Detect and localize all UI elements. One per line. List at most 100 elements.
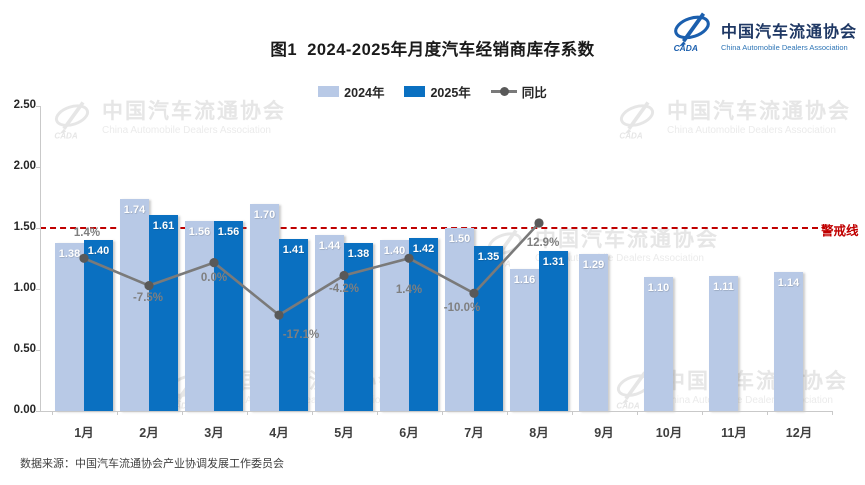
x-category-label: 12月 [785,426,813,440]
legend-item-2024年: 2024年 [318,82,384,101]
x-category-label: 3月 [204,426,224,440]
legend-line-marker-icon [490,86,517,96]
x-tick [571,411,573,415]
bar-label-2025年-4月: 1.41 [282,243,305,256]
bar-label-2025年-7月: 1.35 [477,251,500,264]
yoy-marker-6月 [404,253,414,263]
x-category-label: 10月 [655,426,683,440]
yoy-label-4月: -17.1% [282,329,320,342]
x-axis-line [40,411,832,412]
bar-2024年-1月 [55,242,84,411]
y-tick [36,106,40,107]
x-category-label: 6月 [399,426,419,440]
plot-area: 1.38 1.40 1.74 1.61 1.56 1.56 1.70 1.41 1.44 1.38… [40,106,832,411]
logo-name-en: China Automobile Dealers Association [720,42,848,52]
bar-2024年-12月 [774,271,803,411]
yoy-line [83,222,540,317]
bar-label-2025年-1月: 1.40 [87,245,110,258]
x-category-label: 11月 [721,426,747,440]
legend-swatch-icon [318,85,340,97]
x-tick [311,411,313,415]
yoy-marker-4月 [274,310,284,320]
y-tick-label: 1.50 [13,221,36,233]
x-tick [636,411,638,415]
bar-2024年-9月 [579,253,608,411]
x-tick [766,411,768,415]
bar-label-2024年-11月: 1.11 [713,280,734,293]
y-tick-label: 0.00 [13,404,36,416]
yoy-label-7月: -10.0% [443,302,481,315]
x-category-label: 7月 [464,426,484,440]
x-tick [181,411,183,415]
bar-label-2025年-6月: 1.42 [412,242,435,255]
y-tick [36,167,40,168]
y-tick-label: 0.50 [13,343,36,355]
bar-label-2024年-10月: 1.10 [647,281,670,294]
x-tick [116,411,118,415]
legend-item-2025年: 2025年 [404,82,471,101]
bar-2024年-6月 [380,240,409,411]
legend-item-同比: 同比 [490,82,547,101]
threshold-label: 警戒线 [821,224,859,238]
x-tick [441,411,443,415]
yoy-marker-3月 [209,258,219,268]
bar-label-2024年-2月: 1.74 [123,203,146,216]
x-category-label: 5月 [334,426,354,440]
x-tick [701,411,703,415]
bar-label-2024年-7月: 1.50 [448,233,471,245]
yoy-line-layer [79,218,544,320]
yoy-marker-7月 [469,288,479,298]
x-tick [246,411,248,415]
bar-2024年-11月 [709,275,738,411]
cada-logo-text: 中国汽车流通协会 China Automobile Dealers Associ… [721,18,857,52]
y-tick [36,289,40,290]
data-source-note: 数据来源：中国汽车流通协会产业协调发展工作委员会 [20,458,284,470]
y-tick [36,411,40,412]
x-tick [51,411,53,415]
bar-2024年-7月 [445,228,474,411]
bar-2025年-7月 [474,246,503,411]
yoy-label-1月: 1.4% [73,227,101,240]
bar-label-2024年-5月: 1.44 [318,240,341,253]
y-axis-line [40,106,41,411]
cada-logo: CADA 中国汽车流通协会 China Automobile Dealers A… [669,10,857,59]
y-tick-label: 2.50 [13,99,36,111]
yoy-label-2月: -7.5% [132,291,164,304]
bar-label-2024年-6月: 1.40 [383,245,406,258]
yoy-label-3月: 0.0% [200,271,228,284]
threshold-line [40,227,818,229]
yoy-marker-5月 [339,270,349,281]
bar-label-2024年-1月: 1.38 [58,247,81,260]
x-category-label: 2月 [139,426,159,440]
bar-label-2024年-8月: 1.16 [513,274,536,287]
legend-label: 2024年 [344,85,385,100]
bar-2024年-5月 [315,235,344,411]
bar-2024年-8月 [510,269,539,411]
yoy-label-6月: 1.4% [395,284,423,297]
yoy-marker-1月 [79,253,89,263]
cada-swoosh-icon: CADA [669,10,715,59]
y-tick [36,350,40,351]
yoy-marker-8月 [534,218,544,228]
y-tick-label: 1.00 [13,282,36,294]
bar-label-2024年-3月: 1.56 [188,225,211,238]
legend-swatch-icon [404,85,426,97]
bar-label-2024年-9月: 1.29 [582,258,605,271]
bar-2024年-2月 [120,198,149,411]
x-tick [376,411,378,415]
x-tick [831,411,833,415]
legend-label: 2025年 [430,85,471,100]
bar-label-2025年-5月: 1.38 [347,247,370,260]
x-category-label: 1月 [74,426,94,440]
x-category-label: 4月 [269,426,289,440]
chart-title: 图1 2024-2025年月度汽车经销商库存系数 [270,41,595,59]
x-category-label: 8月 [529,426,549,440]
bar-2025年-3月 [214,220,243,411]
legend-dot [499,86,509,96]
bar-label-2024年-12月: 1.14 [777,276,800,289]
legend-label: 同比 [521,85,547,100]
x-category-label: 9月 [594,426,614,440]
bar-2024年-4月 [250,203,279,411]
y-tick [36,228,40,229]
